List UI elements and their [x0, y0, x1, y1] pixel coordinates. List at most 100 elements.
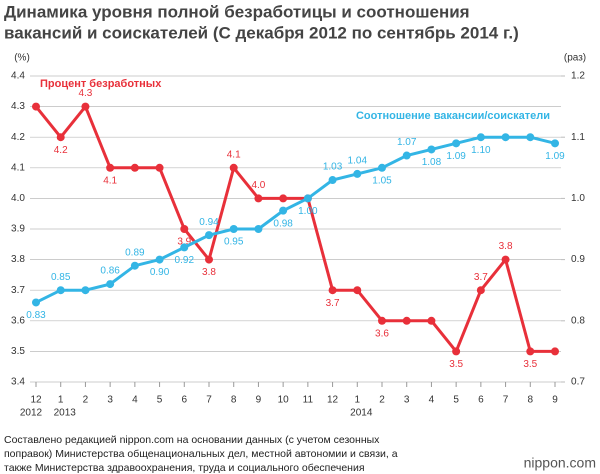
data-point	[476, 286, 485, 295]
data-label: 0.92	[175, 255, 195, 266]
data-point	[106, 163, 115, 172]
data-point	[427, 145, 436, 154]
data-label: 1.09	[545, 151, 565, 162]
data-point	[526, 133, 535, 142]
data-label: 3.6	[375, 328, 389, 339]
chart-title: Динамика уровня полной безработицы и соо…	[4, 2, 470, 21]
chart-subtitle: вакансий и соискателей (С декабря 2012 п…	[4, 23, 519, 42]
x-tick-label: 4	[429, 395, 435, 406]
x-year-label: 2012	[20, 408, 43, 419]
data-point	[378, 163, 386, 172]
data-label: 4.2	[54, 145, 68, 156]
x-tick-label: 3	[107, 395, 113, 406]
data-label: 1.09	[446, 151, 466, 162]
data-label: 1.04	[348, 156, 368, 167]
source-line: также Министерства здравоохранения, труд…	[4, 462, 365, 474]
data-label: 4.3	[78, 88, 92, 99]
data-point	[402, 316, 411, 325]
y2-tick-label: 0.9	[571, 254, 585, 265]
data-point	[229, 163, 238, 172]
x-tick-label: 1	[355, 395, 361, 406]
y-tick-label: 4.4	[11, 71, 25, 82]
data-point	[180, 243, 189, 252]
data-label: 1.00	[298, 206, 318, 217]
y-tick-label: 3.4	[11, 377, 25, 388]
data-point	[279, 194, 288, 203]
y-tick-label: 4.3	[11, 101, 25, 112]
legend-label: Соотношение вакансии/соискатели	[356, 110, 550, 122]
data-point	[205, 255, 213, 264]
data-point	[353, 286, 362, 295]
data-label: 0.98	[273, 218, 293, 229]
data-label: 3.7	[474, 272, 488, 283]
y-tick-label: 3.5	[11, 346, 25, 357]
legend-label: Процент безработных	[40, 78, 162, 90]
data-point	[476, 133, 485, 142]
data-point	[205, 231, 213, 240]
data-point	[501, 255, 510, 264]
data-point	[402, 151, 411, 160]
x-tick-label: 6	[478, 395, 484, 406]
x-tick-label: 2	[379, 395, 385, 406]
data-point	[56, 133, 65, 142]
x-tick-label: 11	[303, 395, 314, 406]
data-point	[155, 255, 164, 264]
data-point	[229, 225, 238, 233]
data-label: 0.90	[150, 267, 170, 278]
data-point	[254, 225, 263, 233]
data-label: 1.10	[471, 145, 491, 156]
x-tick-label: 1	[58, 395, 64, 406]
data-point	[526, 347, 535, 356]
data-point	[378, 316, 386, 325]
data-point	[328, 176, 337, 185]
data-label: 1.08	[422, 157, 442, 168]
x-year-label: 2013	[54, 408, 77, 419]
data-point	[106, 280, 115, 289]
data-label: 0.85	[51, 272, 71, 283]
data-label: 0.95	[224, 237, 244, 248]
data-point	[56, 286, 65, 295]
logo: nippon.com	[524, 455, 596, 471]
data-point	[81, 102, 90, 111]
data-label: 0.83	[26, 310, 46, 321]
x-tick-label: 9	[552, 395, 558, 406]
x-tick-label: 2	[83, 395, 89, 406]
data-point	[32, 102, 40, 111]
y2-tick-label: 1.0	[571, 193, 585, 204]
data-point	[452, 139, 461, 148]
x-tick-label: 10	[278, 395, 290, 406]
x-tick-label: 12	[30, 395, 42, 406]
data-label: 4.0	[251, 180, 265, 191]
data-point	[452, 347, 461, 356]
data-label: 3.5	[449, 359, 463, 370]
y-axis-unit: (%)	[14, 53, 30, 64]
x-tick-label: 3	[404, 395, 410, 406]
data-point	[328, 286, 337, 295]
data-point	[81, 286, 90, 295]
y2-tick-label: 1.1	[571, 132, 585, 143]
y-tick-label: 4.0	[11, 193, 25, 204]
x-tick-label: 5	[157, 395, 163, 406]
x-year-label: 2014	[350, 408, 373, 419]
y-tick-label: 3.8	[11, 254, 25, 265]
data-label: 4.1	[103, 175, 117, 186]
y-tick-label: 3.9	[11, 224, 25, 235]
x-tick-label: 5	[453, 395, 459, 406]
y2-tick-label: 1.2	[571, 71, 585, 82]
y2-axis-unit: (раз)	[564, 53, 586, 64]
y2-tick-label: 0.7	[571, 377, 585, 388]
data-label: 1.05	[372, 175, 392, 186]
data-point	[303, 194, 312, 203]
data-point	[130, 163, 139, 172]
y2-tick-label: 0.8	[571, 315, 585, 326]
x-tick-label: 8	[528, 395, 534, 406]
data-point	[130, 261, 139, 270]
data-label: 3.5	[523, 359, 537, 370]
source-line: поправок) Министерства общенациональных …	[4, 448, 398, 460]
y-tick-label: 4.1	[11, 162, 25, 173]
data-point	[353, 169, 362, 178]
data-label: 0.89	[125, 247, 145, 258]
series-line	[35, 135, 556, 304]
x-tick-label: 4	[132, 395, 138, 406]
